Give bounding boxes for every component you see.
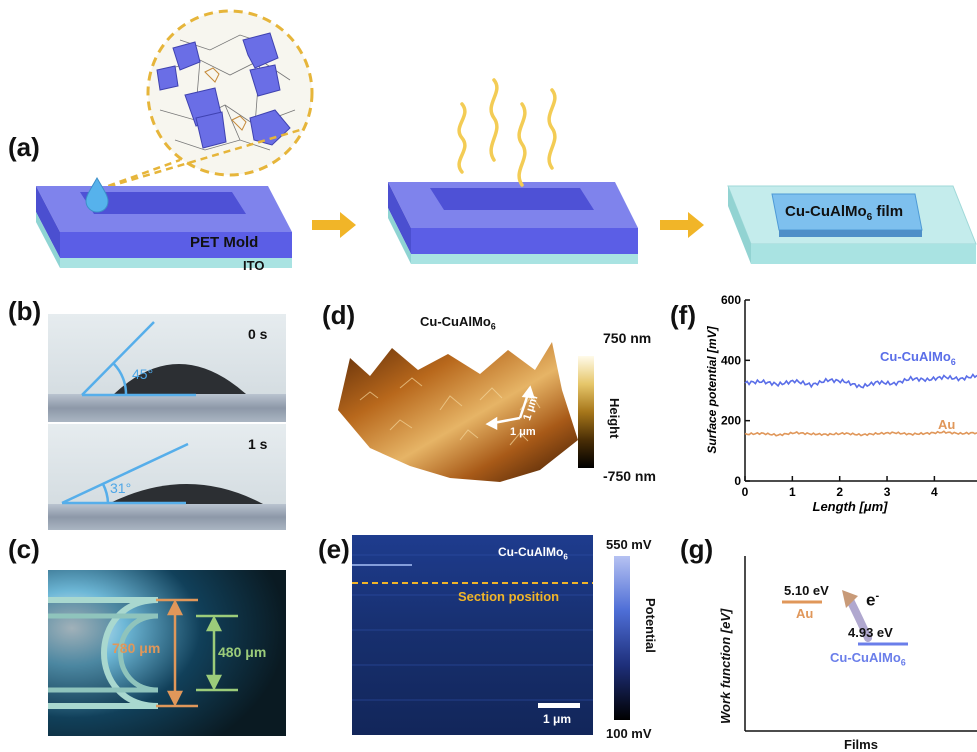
angle-45-label: 45°: [132, 366, 154, 382]
cu-work-function-value: 4.93 eV: [848, 625, 893, 640]
afm-title: Cu-CuAlMo6: [420, 314, 496, 332]
x-axis-label: Length [μm]: [813, 499, 889, 514]
series-line-au: [744, 430, 977, 437]
x-tick-label: 0: [742, 485, 749, 499]
contact-angle-photos: [48, 314, 286, 530]
y-axis-label: Surface potential [mV]: [705, 325, 719, 453]
ito-substrate-film: [727, 185, 977, 264]
droplet-icon: [85, 177, 109, 213]
y-tick-label: 600: [721, 293, 741, 307]
height-scale-top: 750 nm: [603, 330, 652, 346]
inner-diameter-label: 480 μm: [218, 644, 267, 660]
panel-e-label: (e): [318, 534, 350, 564]
ito-label: ITO: [243, 258, 265, 273]
panel-a-schematic: [36, 9, 977, 268]
time-1s-label: 1 s: [248, 436, 268, 452]
electron-label: e-: [866, 590, 880, 610]
potential-scale-bottom: 100 mV: [606, 726, 652, 741]
potential-colorbar: [614, 556, 630, 720]
series-line-cu-cualmo6: [744, 373, 977, 389]
potential-scale-top: 550 mV: [606, 537, 652, 552]
angle-31-label: 31°: [110, 480, 132, 496]
y-tick-label: 0: [734, 474, 741, 488]
height-colorbar: [578, 356, 594, 468]
pet-mold-2: [388, 182, 638, 264]
bent-film-photo: [48, 570, 286, 736]
time-0s-label: 0 s: [248, 326, 268, 342]
kpfm-scalebar-label: 1 μm: [543, 712, 572, 726]
panel-a-label: (a): [8, 132, 40, 162]
panel-f-label: (f): [670, 300, 696, 330]
panel-g-label: (g): [680, 534, 714, 564]
afm-3d-topography: [338, 342, 578, 482]
kpfm-sample-label: Cu-CuAlMo6: [498, 545, 568, 562]
au-work-function-value: 5.10 eV: [784, 583, 829, 598]
series-label-cu: Cu-CuAlMo6: [880, 349, 956, 367]
x-tick-label: 2: [836, 485, 843, 499]
crystal-structure-inset: [146, 9, 314, 177]
work-function-axis-label: Work function [eV]: [718, 608, 733, 724]
outer-diameter-label: 780 μm: [112, 640, 161, 656]
section-position-label: Section position: [458, 589, 560, 604]
cu-name-label: Cu-CuAlMo6: [830, 650, 906, 668]
panel-b-label: (b): [8, 296, 42, 326]
panel-c-label: (c): [8, 534, 40, 564]
series-label-au: Au: [938, 417, 955, 432]
films-axis-label: Films: [844, 737, 878, 752]
y-tick-label: 200: [721, 414, 741, 428]
kpfm-potential-map: [352, 535, 593, 735]
electron-transfer-arrow-icon: [846, 596, 872, 642]
pet-mold-label: PET Mold: [190, 234, 259, 251]
work-function-diagram: [744, 556, 977, 732]
surface-potential-chart: 0 1 2 3 4 0 200 400 600 Length [μm] Surface pote…: [705, 293, 977, 514]
x-tick-label: 4: [931, 485, 938, 499]
afm-dim-2: 1 μm: [510, 426, 536, 438]
au-name-label: Au: [796, 606, 814, 621]
potential-axis-label: Potential: [643, 598, 658, 653]
process-arrow-icon: [312, 212, 356, 238]
y-tick-label: 400: [721, 353, 741, 367]
process-arrow-icon: [660, 212, 704, 238]
x-tick-label: 1: [789, 485, 796, 499]
x-tick-label: 3: [884, 485, 891, 499]
height-axis-label: Height: [607, 398, 622, 439]
evaporation-icon: [457, 78, 557, 187]
panel-d-label: (d): [322, 300, 356, 330]
pet-mold-1: [36, 186, 292, 268]
height-scale-bottom: -750 nm: [603, 468, 656, 484]
film-label: Cu-CuAlMo6 film: [785, 203, 904, 223]
